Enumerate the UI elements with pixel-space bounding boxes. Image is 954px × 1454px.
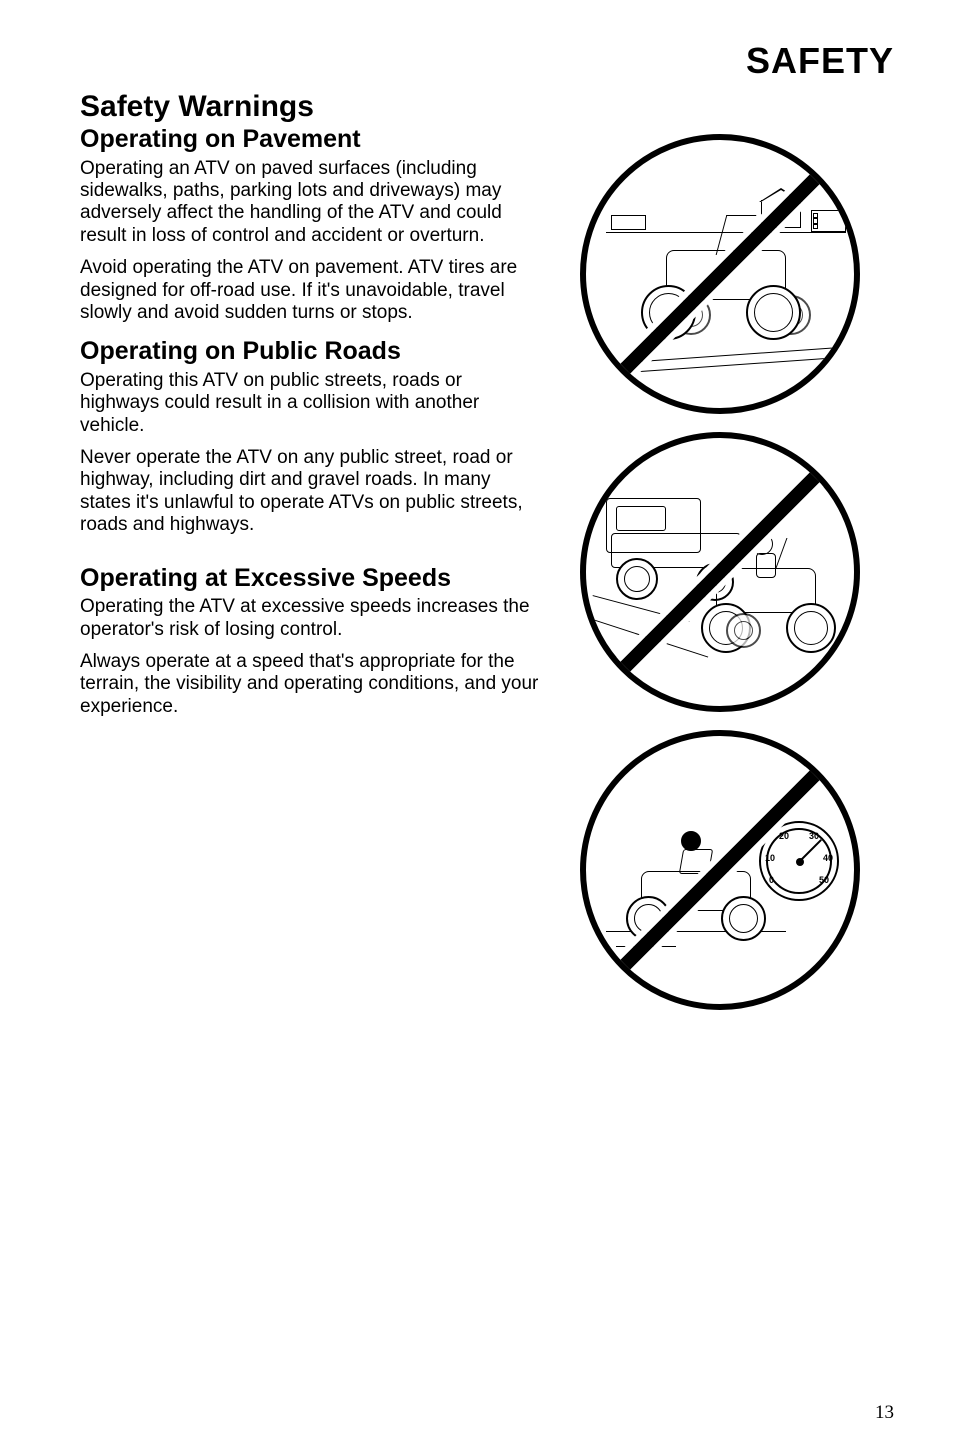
main-title: Safety Warnings [80,90,894,124]
page-number: 13 [875,1402,894,1424]
speedo-tick: 40 [823,853,833,863]
body-text: Operating the ATV at excessive speeds in… [80,596,540,641]
speed-prohibit-icon: 0 10 20 30 40 50 [580,730,860,1010]
body-text: Always operate at a speed that's appropr… [80,651,540,718]
text-column: Operating on Pavement Operating an ATV o… [80,126,540,1010]
pavement-prohibit-icon [580,134,860,414]
section-title-speed: Operating at Excessive Speeds [80,565,540,593]
section-title-public-roads: Operating on Public Roads [80,338,540,366]
body-text: Avoid operating the ATV on pavement. ATV… [80,257,540,324]
section-title-pavement: Operating on Pavement [80,126,540,154]
illustration-column: 0 10 20 30 40 50 [570,126,870,1010]
speedo-tick: 0 [769,875,774,885]
content-row: Operating on Pavement Operating an ATV o… [80,126,894,1010]
public-road-prohibit-icon [580,432,860,712]
speedo-tick: 50 [819,875,829,885]
body-text: Operating this ATV on public streets, ro… [80,370,540,437]
body-text: Operating an ATV on paved surfaces (incl… [80,158,540,248]
speedo-tick: 10 [765,853,775,863]
speedo-tick: 20 [779,831,789,841]
speedo-tick: 30 [809,831,819,841]
body-text: Never operate the ATV on any public stre… [80,447,540,537]
page-header: SAFETY [80,40,894,82]
